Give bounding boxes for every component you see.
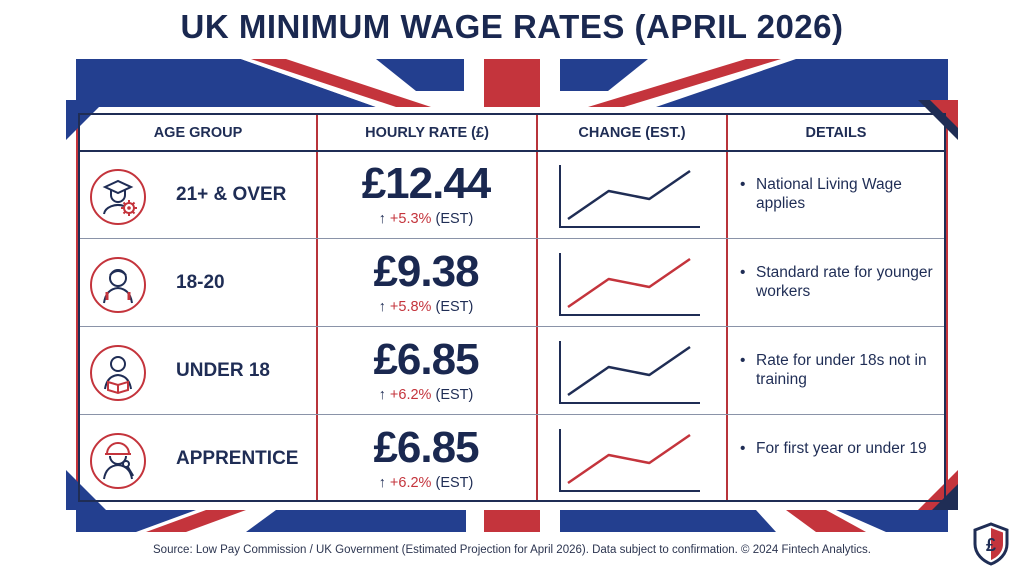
- arrow-up-icon: ↑: [378, 475, 386, 491]
- trend-sparkline: [559, 429, 700, 492]
- hourly-rate-value: £6.85: [373, 423, 479, 472]
- row-divider: [80, 414, 944, 415]
- sparkline-trend-line: [567, 433, 691, 485]
- arrow-up-icon: ↑: [378, 299, 386, 315]
- change-percent: +5.8%: [389, 299, 432, 315]
- sparkline-trend-line: [567, 257, 691, 309]
- union-flag-bottom-banner: [76, 510, 948, 532]
- change-est-label: (EST): [435, 299, 474, 315]
- table-row: UNDER 18 £6.85 ↑ +6.2% (EST) • Rate for …: [80, 327, 944, 415]
- bullet-icon: •: [740, 352, 746, 369]
- header-age-group: AGE GROUP: [153, 125, 243, 141]
- hourly-rate-value: £9.38: [373, 247, 479, 296]
- page-title: UK MINIMUM WAGE RATES (APRIL 2026): [180, 8, 844, 45]
- change-percent: +6.2%: [389, 475, 432, 491]
- union-flag-top-banner: [76, 59, 948, 107]
- bullet-icon: •: [740, 176, 746, 193]
- row-divider: [80, 326, 944, 327]
- age-group-label: APPRENTICE: [176, 448, 299, 469]
- sparkline-axis: [559, 165, 700, 228]
- rate-change: ↑ +5.3% (EST): [316, 211, 536, 227]
- details-text: • For first year or under 19: [740, 439, 940, 458]
- hourly-rate-value: £12.44: [361, 159, 492, 208]
- bullet-icon: •: [740, 264, 746, 281]
- change-est-label: (EST): [435, 211, 474, 227]
- pound-shield-logo-icon: £: [973, 522, 1009, 566]
- arrow-up-icon: ↑: [378, 387, 386, 403]
- corner-triangle-top-left: [66, 100, 106, 140]
- sparkline-trend-line: [567, 345, 691, 397]
- change-percent: +6.2%: [389, 387, 432, 403]
- details-description: Rate for under 18s not in training: [756, 352, 927, 388]
- age-group-label: 21+ & OVER: [176, 184, 287, 205]
- row-divider: [80, 238, 944, 239]
- sparkline-axis: [559, 341, 700, 404]
- student-reading-icon: [90, 345, 146, 401]
- bullet-icon: •: [740, 440, 746, 457]
- sparkline-axis: [559, 429, 700, 492]
- table-row: APPRENTICE £6.85 ↑ +6.2% (EST) • For fir…: [80, 415, 944, 503]
- header-divider: [80, 150, 944, 152]
- graduate-gear-icon: [90, 169, 146, 225]
- change-percent: +5.3%: [389, 211, 432, 227]
- details-text: • Rate for under 18s not in training: [740, 351, 940, 389]
- details-description: Standard rate for younger workers: [756, 264, 933, 300]
- header-hourly-rate: HOURLY RATE (£): [365, 125, 489, 141]
- trend-sparkline: [559, 341, 700, 404]
- change-est-label: (EST): [435, 387, 474, 403]
- young-person-icon: [90, 257, 146, 313]
- trend-sparkline: [559, 253, 700, 316]
- details-text: • Standard rate for younger workers: [740, 263, 940, 301]
- hourly-rate-value: £6.85: [373, 335, 479, 384]
- rate-change: ↑ +6.2% (EST): [316, 475, 536, 491]
- arrow-up-icon: ↑: [378, 211, 386, 227]
- rate-change: ↑ +6.2% (EST): [316, 387, 536, 403]
- rates-table-frame: [76, 107, 948, 510]
- trend-sparkline: [559, 165, 700, 228]
- table-row: 21+ & OVER £12.44 ↑ +5.3% (EST) • Nation…: [80, 151, 944, 239]
- column-divider: [536, 115, 538, 500]
- details-description: National Living Wage applies: [756, 176, 902, 212]
- details-text: • National Living Wage applies: [740, 175, 940, 213]
- source-footnote: Source: Low Pay Commission / UK Governme…: [153, 544, 871, 556]
- column-divider: [726, 115, 728, 500]
- rate-change: ↑ +5.8% (EST): [316, 299, 536, 315]
- rates-table: AGE GROUP HOURLY RATE (£) CHANGE (EST.) …: [78, 113, 946, 502]
- age-group-label: UNDER 18: [176, 360, 270, 381]
- sparkline-axis: [559, 253, 700, 316]
- hardhat-worker-wrench-icon: [90, 433, 146, 489]
- age-group-label: 18-20: [176, 272, 225, 293]
- logo-pound-symbol: £: [986, 535, 996, 555]
- column-divider: [316, 115, 318, 500]
- header-details: DETAILS: [805, 125, 867, 141]
- table-row: 18-20 £9.38 ↑ +5.8% (EST) • Standard rat…: [80, 239, 944, 327]
- change-est-label: (EST): [435, 475, 474, 491]
- details-description: For first year or under 19: [756, 440, 927, 457]
- header-change: CHANGE (EST.): [578, 125, 686, 141]
- sparkline-trend-line: [567, 169, 691, 221]
